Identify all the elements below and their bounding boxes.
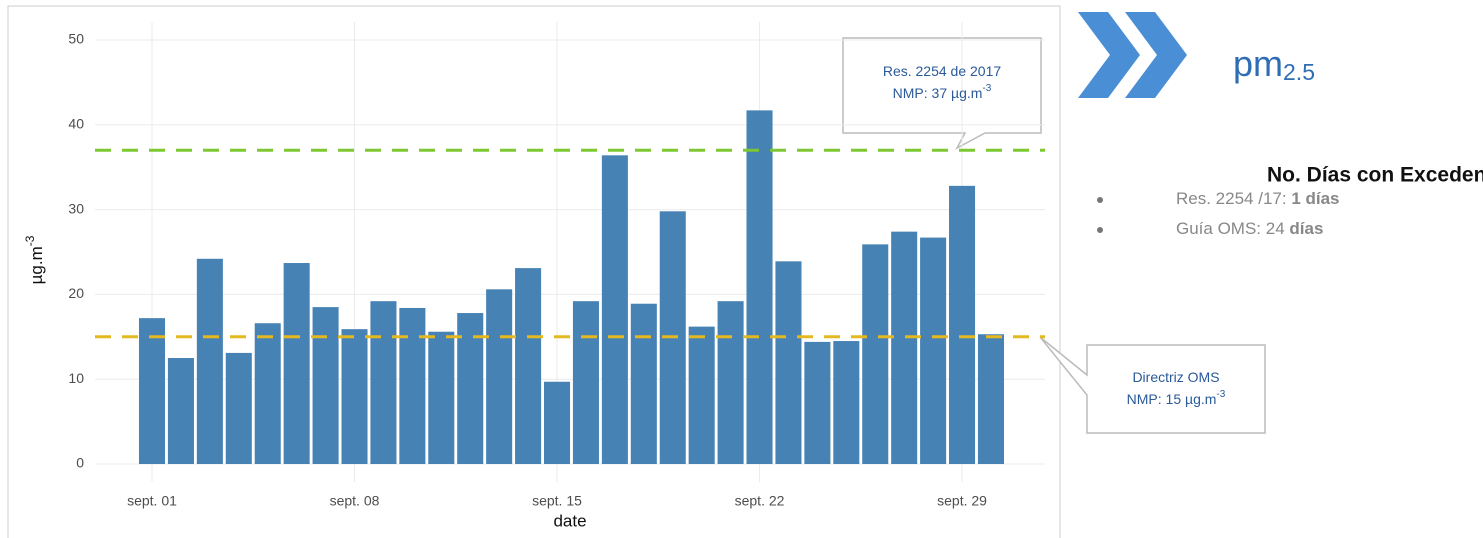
bar (977, 334, 1004, 464)
bar (428, 331, 455, 464)
bar (312, 307, 339, 464)
x-tick-label: sept. 15 (532, 493, 582, 509)
bullet-text: Guía OMS: 24 días (1176, 219, 1323, 238)
bar (572, 301, 599, 464)
bar (486, 289, 513, 464)
y-label-text: µg.m (27, 246, 46, 284)
x-tick-label: sept. 08 (330, 493, 380, 509)
x-tick-label: sept. 29 (937, 493, 987, 509)
y-tick-label: 20 (68, 285, 84, 301)
bullet-dot (1097, 197, 1103, 203)
chevron-icon (1125, 12, 1187, 98)
y-tick-label: 10 (68, 370, 84, 386)
annotation-text: Res. 2254 de 2017 (883, 63, 1002, 79)
bar (949, 185, 976, 464)
bar (601, 155, 628, 464)
bullet-dot (1097, 227, 1103, 233)
y-axis-label: µg.m-3 (23, 235, 46, 284)
bar (515, 268, 542, 464)
y-tick-label: 0 (76, 455, 84, 471)
bar (341, 329, 368, 464)
callout-box (1039, 336, 1266, 434)
bar (167, 358, 194, 464)
bar (196, 258, 223, 464)
title-subscript: 2.5 (1283, 59, 1315, 85)
bar (225, 352, 252, 464)
x-tick-label: sept. 01 (127, 493, 177, 509)
y-tick-label: 50 (68, 31, 84, 47)
bar (717, 301, 744, 464)
bar (630, 303, 657, 464)
bullet-bold: 1 días (1291, 189, 1339, 208)
bar (254, 323, 281, 464)
bar (891, 231, 918, 464)
bullet-bold: días (1289, 219, 1323, 238)
bar (544, 381, 571, 464)
y-label-sup: -3 (23, 235, 37, 246)
bullet-label: Guía OMS: 24 (1176, 219, 1289, 238)
y-tick-label: 40 (68, 116, 84, 132)
bar (775, 261, 802, 464)
chevron-icon (1078, 12, 1140, 98)
annotation-text: NMP: 37 µg.m-3 (893, 83, 992, 101)
annotation-sup: -3 (982, 83, 991, 94)
bar (862, 244, 889, 464)
y-tick-label: 30 (68, 200, 84, 216)
annotation-line: Res. 2254 de 2017 (883, 63, 1002, 79)
annotation-text: NMP: 15 µg.m-3 (1127, 389, 1226, 407)
bar (283, 263, 310, 464)
callout-box (842, 37, 1042, 150)
bullet-text: Res. 2254 /17: 1 días (1176, 189, 1340, 208)
panel-title: pm2.5 (1233, 43, 1315, 86)
bar (804, 341, 831, 464)
bar (833, 341, 860, 464)
panel-heading: No. Días con Excedencias. (1267, 164, 1483, 187)
annotation-line: NMP: 15 µg.m (1127, 391, 1217, 407)
annotation-line: NMP: 37 µg.m (893, 85, 983, 101)
x-axis-label: date (553, 511, 586, 530)
title-text: pm (1233, 43, 1283, 84)
annotation-text: Directriz OMS (1132, 369, 1219, 385)
bullet-label: Res. 2254 /17: (1176, 189, 1291, 208)
bar (688, 326, 715, 464)
bar (370, 301, 397, 464)
bar (399, 307, 426, 464)
bar (920, 237, 947, 464)
bar (746, 110, 773, 464)
annotation-line: Directriz OMS (1132, 369, 1219, 385)
bar (138, 318, 166, 464)
x-tick-label: sept. 22 (735, 493, 785, 509)
annotation-sup: -3 (1216, 389, 1225, 400)
